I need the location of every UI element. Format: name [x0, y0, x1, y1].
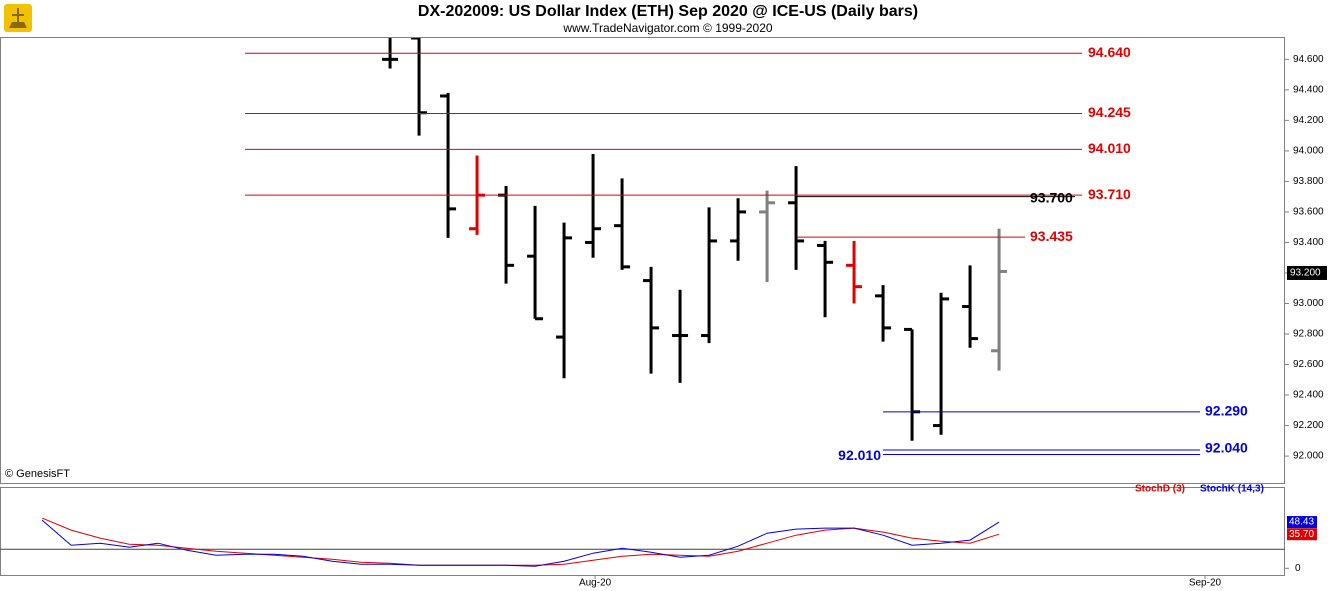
chart-subtitle: www.TradeNavigator.com © 1999-2020	[562, 21, 772, 35]
y-tick-label: 93.400	[1293, 237, 1324, 248]
y-tick-label: 94.200	[1293, 115, 1324, 126]
y-tick-label: 92.800	[1293, 329, 1324, 340]
y-tick-label: 93.000	[1293, 298, 1324, 309]
level-label: 94.010	[1088, 140, 1131, 156]
chart-title: DX-202009: US Dollar Index (ETH) Sep 202…	[418, 3, 918, 20]
y-tick-label: 92.000	[1293, 451, 1324, 462]
level-label: 93.710	[1088, 186, 1131, 202]
y-tick-label: 93.800	[1293, 176, 1324, 187]
level-label: 92.040	[1205, 440, 1248, 456]
level-label: 92.290	[1205, 403, 1248, 419]
last-price-label: 93.200	[1290, 268, 1321, 279]
y-tick-label: 94.600	[1293, 54, 1324, 65]
y-tick-label: 92.200	[1293, 420, 1324, 431]
source-note: © GenesisFT	[5, 468, 70, 480]
stoch-line	[41, 519, 1000, 567]
last-value-label: 35.70	[1289, 529, 1314, 540]
x-tick-label: Aug-20	[579, 578, 612, 589]
last-value-tag	[1287, 528, 1317, 541]
stoch-pane-frame	[0, 487, 1285, 576]
y-tick-label: 93.600	[1293, 207, 1324, 218]
last-value-label: 48.43	[1289, 517, 1314, 528]
y-tick-label: 0	[1295, 563, 1301, 574]
y-tick-label: 94.400	[1293, 85, 1324, 96]
price-pane-frame	[0, 37, 1285, 484]
level-label: 93.700	[1030, 189, 1073, 205]
bars	[382, 38, 1008, 441]
y-tick-label: 92.400	[1293, 390, 1324, 401]
level-label: 93.435	[1030, 228, 1073, 244]
y-tick-label: 92.600	[1293, 359, 1324, 370]
last-price-tag	[1287, 265, 1327, 280]
x-tick-label: Sep-20	[1189, 578, 1222, 589]
level-label: 92.010	[838, 447, 881, 463]
legend-entry: StochK (14,3)	[1200, 484, 1264, 495]
legend-entry: StochD (3)	[1135, 484, 1185, 495]
y-tick-label: 94.000	[1293, 146, 1324, 157]
last-value-tag	[1287, 516, 1317, 529]
level-label: 94.245	[1088, 104, 1131, 120]
level-label: 94.640	[1088, 44, 1131, 60]
logo	[4, 4, 32, 32]
